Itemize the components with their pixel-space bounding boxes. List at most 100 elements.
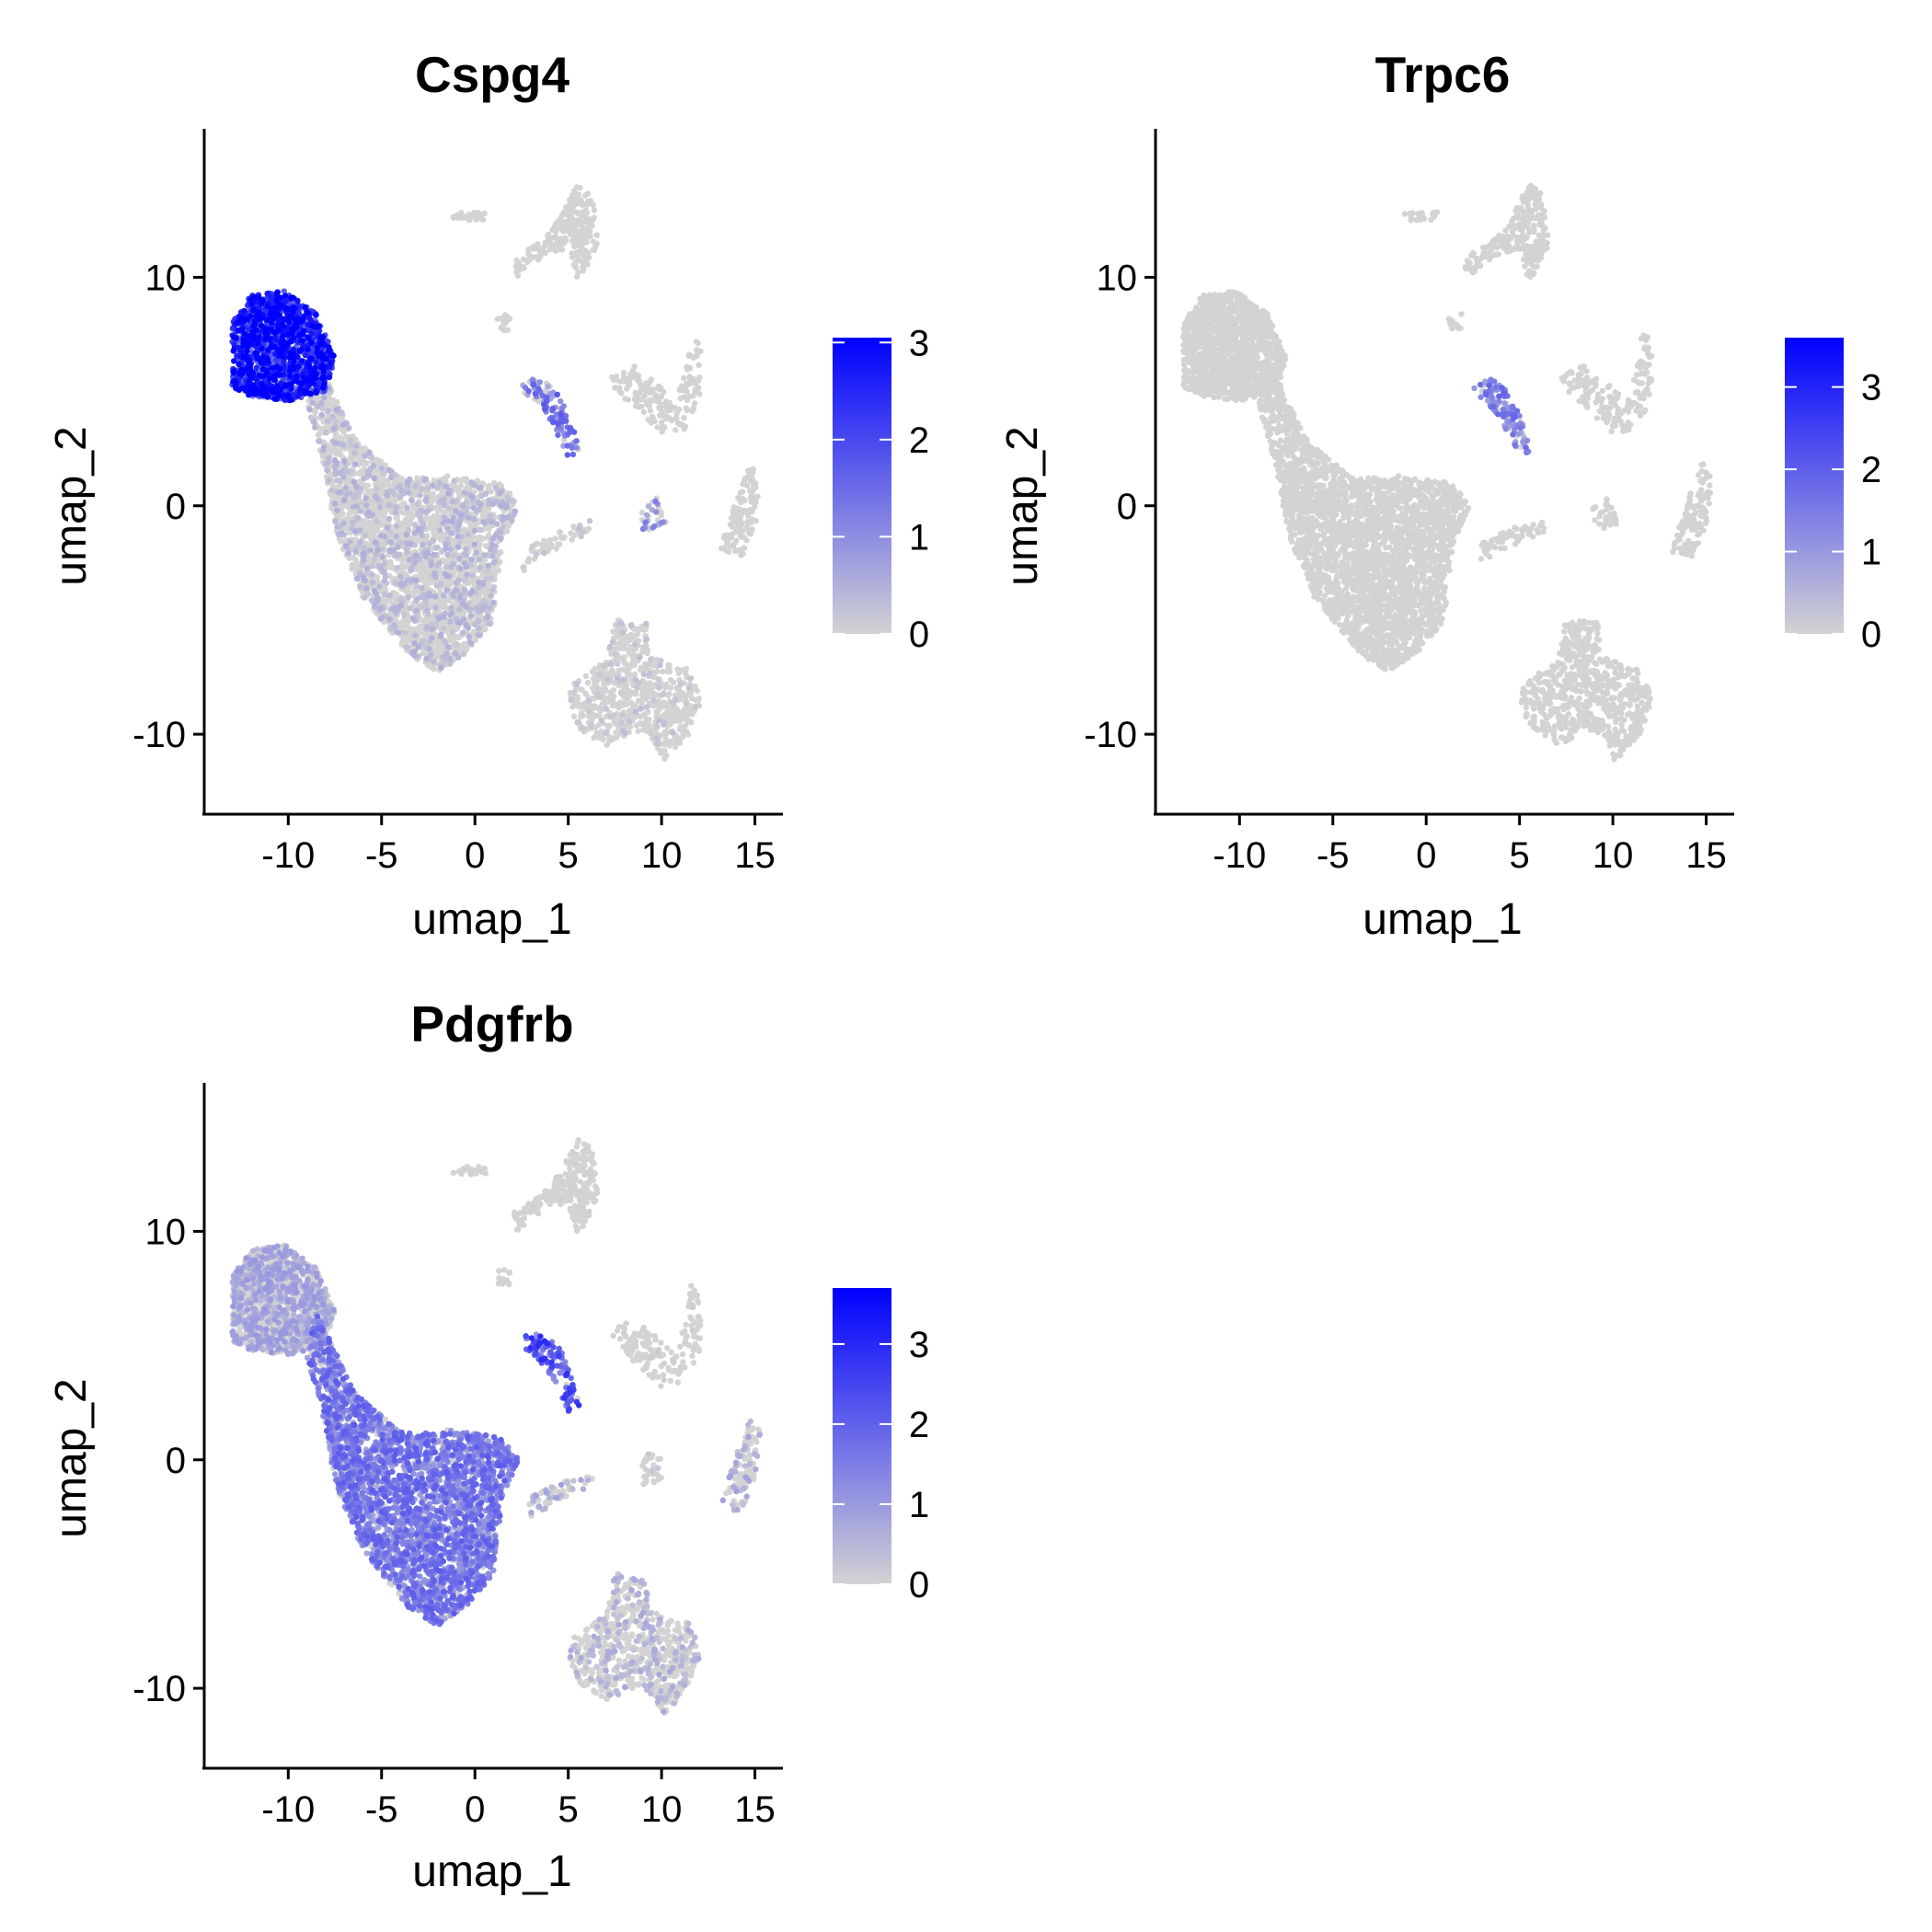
data-point (609, 638, 616, 646)
data-point (387, 474, 395, 480)
data-point (417, 492, 423, 499)
data-point (631, 671, 638, 677)
data-point (661, 731, 668, 738)
data-point (387, 539, 395, 546)
data-point (449, 568, 456, 575)
data-point (481, 508, 488, 514)
data-point (426, 592, 432, 599)
data-point (635, 728, 641, 734)
data-point (744, 512, 752, 519)
data-point (627, 664, 633, 671)
data-point (461, 489, 468, 496)
data-point (434, 484, 441, 491)
data-point (419, 604, 425, 610)
data-point (488, 489, 494, 495)
data-point (397, 539, 404, 546)
data-point (429, 635, 435, 641)
data-point (655, 384, 661, 390)
data-point (573, 209, 580, 216)
data-point (364, 469, 371, 476)
data-point (410, 592, 417, 599)
data-point (489, 575, 495, 581)
data-point (423, 564, 430, 570)
data-point (743, 523, 751, 530)
data-point (334, 507, 340, 513)
data-point (452, 650, 459, 657)
data-point (739, 489, 746, 495)
data-point (319, 405, 327, 412)
data-point (553, 220, 559, 226)
data-point (647, 379, 653, 385)
data-point (431, 569, 438, 577)
data-point (581, 228, 587, 236)
data-point (461, 586, 467, 592)
data-point (640, 671, 647, 678)
data-point (387, 564, 394, 570)
data-point (352, 491, 359, 499)
data-point (746, 488, 753, 494)
data-point (613, 730, 619, 736)
data-point (514, 272, 522, 279)
data-point (444, 551, 451, 558)
data-point (449, 499, 455, 505)
data-point (481, 210, 488, 217)
data-point (426, 541, 432, 547)
data-point (352, 548, 359, 555)
data-point (374, 594, 381, 601)
data-point (488, 592, 494, 599)
data-point (646, 680, 652, 686)
data-point (333, 459, 339, 466)
data-point (658, 394, 665, 400)
data-point (399, 597, 407, 604)
data-point (593, 712, 600, 719)
data-point (454, 544, 462, 550)
data-point (371, 523, 378, 531)
data-point (422, 509, 429, 515)
data-point (323, 461, 329, 467)
data-point (485, 562, 491, 569)
data-point (672, 427, 679, 433)
data-point (558, 534, 564, 541)
data-point (558, 410, 564, 417)
data-point (583, 239, 590, 246)
data-point (687, 675, 694, 682)
data-point (627, 631, 634, 638)
data-point (688, 719, 695, 726)
data-point (529, 254, 535, 260)
data-point (352, 536, 360, 543)
data-point (608, 670, 615, 677)
data-point (655, 684, 661, 690)
data-point (730, 510, 737, 517)
data-point (420, 617, 427, 624)
data-point (454, 214, 462, 221)
data-point (622, 375, 628, 382)
data-point (727, 521, 734, 528)
data-point (419, 585, 425, 592)
data-point (456, 539, 463, 546)
data-point (468, 536, 475, 543)
data-point (482, 626, 489, 633)
data-point (576, 221, 583, 228)
data-point (547, 544, 554, 550)
data-point (644, 385, 651, 392)
data-point (619, 629, 626, 636)
data-point (656, 676, 662, 683)
data-point (656, 718, 662, 724)
data-point (339, 421, 347, 428)
data-point (529, 543, 535, 550)
data-point (326, 477, 333, 483)
data-point (604, 742, 610, 748)
data-point (365, 509, 372, 515)
data-point (582, 703, 590, 709)
data-point (413, 552, 420, 558)
data-point (428, 601, 434, 607)
data-point (636, 404, 642, 410)
data-point (444, 525, 451, 532)
data-point (374, 578, 381, 585)
data-point (614, 721, 620, 728)
data-point (373, 481, 379, 488)
data-point (586, 254, 592, 261)
data-point (735, 505, 742, 512)
data-point (459, 503, 466, 510)
data-point (408, 635, 414, 641)
